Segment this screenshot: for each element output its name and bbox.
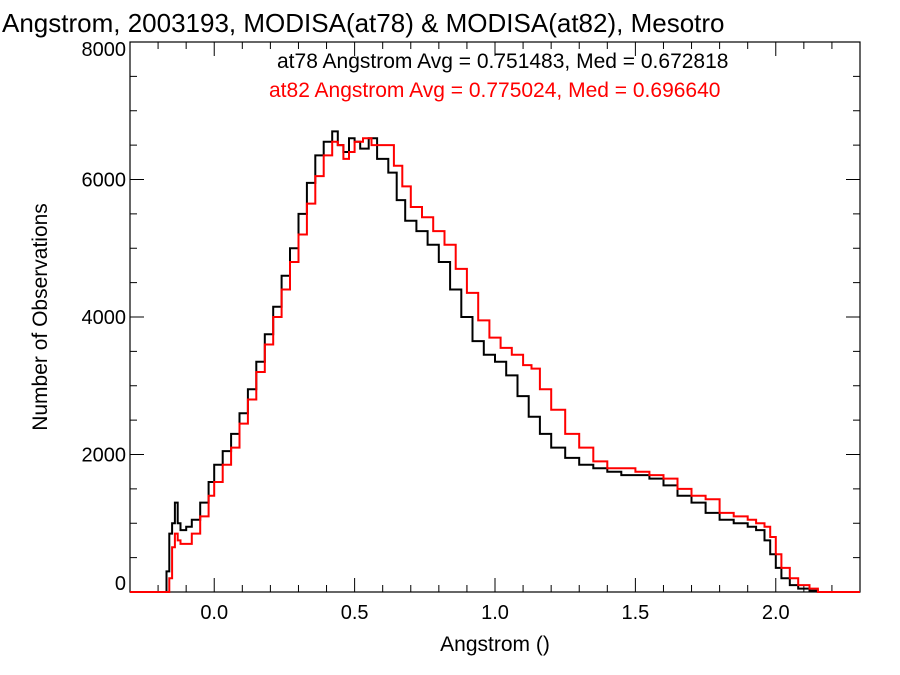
x-tick-label: 1.0 xyxy=(481,602,509,624)
y-tick-labels: 0 2000 4000 6000 8000 xyxy=(82,39,127,595)
y-tick-label: 4000 xyxy=(82,307,127,329)
axis-ticks xyxy=(130,41,860,593)
chart-title: Angstrom, 2003193, MODISA(at78) & MODISA… xyxy=(2,8,725,38)
x-axis-label: Angstrom () xyxy=(440,633,550,656)
annotation-at78: at78 Angstrom Avg = 0.751483, Med = 0.67… xyxy=(277,50,728,73)
y-axis-label: Number of Observations xyxy=(29,203,52,431)
y-tick-label: 0 xyxy=(115,573,126,595)
x-tick-label: 0.0 xyxy=(200,602,228,624)
series-at82-line xyxy=(130,137,860,593)
histogram-series xyxy=(130,130,860,593)
y-tick-label: 2000 xyxy=(82,445,127,467)
plot-frame xyxy=(129,41,861,593)
annotation-at82: at82 Angstrom Avg = 0.775024, Med = 0.69… xyxy=(269,79,720,102)
y-tick-label: 6000 xyxy=(82,170,127,192)
x-tick-label: 1.5 xyxy=(621,602,649,624)
series-at78-line xyxy=(130,130,860,593)
x-tick-label: 0.5 xyxy=(341,602,369,624)
y-tick-label: 8000 xyxy=(82,39,127,61)
x-tick-label: 2.0 xyxy=(762,602,790,624)
x-tick-labels: 0.0 0.5 1.0 1.5 2.0 xyxy=(200,602,789,624)
